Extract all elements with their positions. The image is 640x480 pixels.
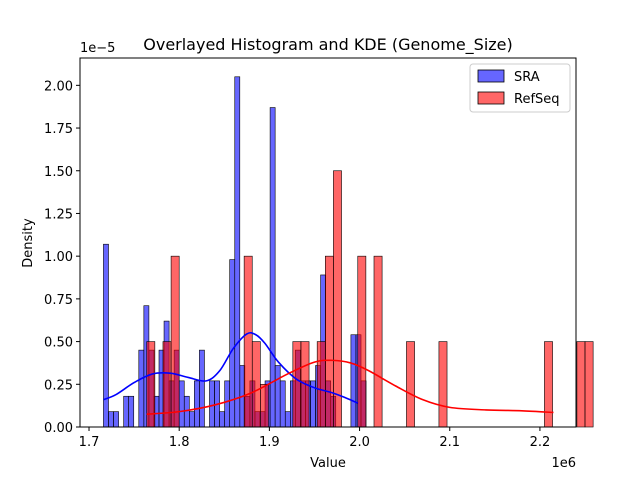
refseq-bar: [576, 341, 586, 428]
sra-bar: [269, 107, 276, 428]
sra-bar: [219, 411, 225, 428]
y-tick-label: 1.25: [44, 207, 73, 222]
axes-frame: [79, 57, 577, 428]
refseq-bar: [292, 341, 302, 428]
refseq-bar: [162, 341, 172, 428]
y-tick-label: 0.75: [44, 293, 73, 308]
y-axis-ticks: 0.00 0.25 0.50 0.75 1.00 1.25 1.50 1.75 2.00: [44, 79, 80, 436]
refseq-bar: [316, 341, 326, 428]
sra-bar: [123, 395, 129, 428]
sra-bar: [199, 349, 205, 428]
y-tick-label: 1.00: [44, 250, 73, 265]
sra-bar: [229, 259, 236, 428]
x-tick-label: 1.9: [259, 435, 280, 450]
refseq-kde-curve: [146, 359, 554, 415]
x-axis-multiplier: 1e6: [551, 456, 576, 471]
sra-kde-curve: [103, 331, 359, 404]
refseq-bar: [373, 255, 383, 428]
refseq-bar: [333, 170, 342, 428]
sra-bar: [234, 76, 241, 428]
x-axis-ticks: 1.7 1.8 1.9 2.0 2.1 2.2: [79, 427, 551, 450]
sra-bar: [183, 395, 190, 428]
chart-title: Overlayed Histogram and KDE (Genome_Size…: [143, 35, 513, 55]
refseq-bar: [170, 255, 180, 428]
sra-bar: [194, 380, 200, 428]
refseq-bar: [584, 341, 594, 428]
y-tick-label: 0.50: [44, 336, 73, 351]
sra-bar: [189, 411, 195, 428]
sra-bar: [113, 411, 119, 428]
refseq-bar: [243, 255, 253, 428]
legend-swatch-refseq: [477, 91, 505, 105]
sra-bar: [209, 380, 215, 428]
x-tick-label: 2.2: [530, 435, 551, 450]
refseq-bar: [544, 341, 553, 428]
y-axis-label: Density: [21, 218, 36, 268]
x-tick-label: 2.0: [349, 435, 370, 450]
sra-bar: [138, 349, 145, 428]
legend-label-refseq: RefSeq: [514, 92, 560, 107]
y-axis-multiplier: 1e−5: [80, 41, 115, 56]
refseq-histogram: [146, 170, 594, 428]
refseq-bar: [357, 255, 367, 428]
sra-bar: [224, 380, 231, 428]
refseq-bar: [324, 255, 334, 428]
legend-swatch-sra: [477, 69, 505, 83]
y-tick-label: 1.50: [44, 165, 73, 180]
legend: SRA RefSeq: [469, 63, 571, 113]
y-tick-label: 2.00: [44, 79, 73, 94]
x-tick-label: 1.7: [79, 435, 100, 450]
x-tick-label: 1.8: [169, 435, 190, 450]
refseq-bar: [438, 341, 448, 428]
refseq-bar: [251, 341, 261, 428]
legend-label-sra: SRA: [514, 70, 540, 85]
y-tick-label: 0.00: [44, 421, 73, 436]
y-tick-label: 1.75: [44, 122, 73, 137]
sra-bar: [279, 380, 286, 428]
sra-bar: [108, 411, 114, 428]
sra-bar: [178, 380, 185, 428]
sra-bar: [274, 365, 281, 428]
x-axis-label: Value: [310, 456, 346, 471]
sra-bar: [284, 411, 291, 428]
y-tick-label: 0.25: [44, 378, 73, 393]
refseq-bar: [260, 383, 269, 428]
refseq-bar: [406, 341, 415, 428]
sra-bar: [128, 395, 135, 428]
sra-bar: [350, 334, 357, 428]
x-tick-label: 2.1: [439, 435, 460, 450]
